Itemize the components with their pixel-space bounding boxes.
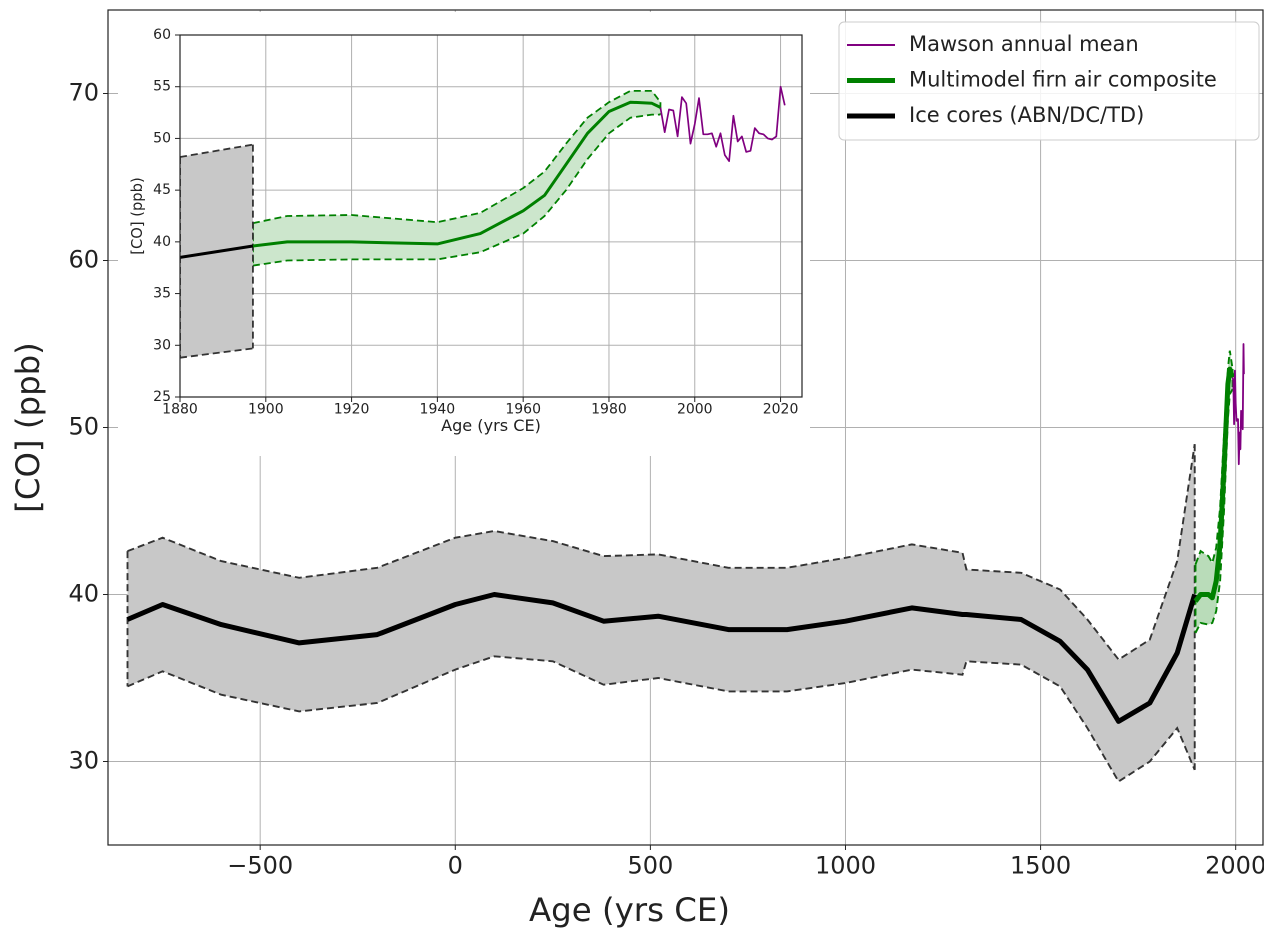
chart-panel: 1880 1900 1920 1940 1960 1980 2000 2020 25 30 35 40… (118, 12, 810, 456)
y-tick-label: 35 (153, 286, 171, 302)
series-line (126, 592, 1198, 724)
x-tick-label: 1980 (591, 402, 627, 418)
band-edge (180, 143, 254, 158)
plot-area (180, 85, 786, 359)
y-tick-label: 25 (153, 389, 171, 405)
legend-label: Ice cores (ABN/DC/TD) (909, 103, 1144, 127)
x-tick-label: 1900 (248, 402, 284, 418)
x-axis-title: Age (yrs CE) (441, 416, 541, 435)
y-axis-title: [CO] (ppb) (129, 177, 146, 254)
y-tick-label: 60 (153, 27, 171, 43)
y-tick-label: 40 (68, 580, 99, 608)
x-tick-label: 2000 (677, 402, 713, 418)
legend-box (838, 21, 1260, 141)
uncertainty-band (1195, 350, 1233, 633)
y-tick-label: 55 (153, 79, 171, 95)
x-tick-label: 2000 (1205, 852, 1264, 880)
y-tick-label: 50 (68, 413, 99, 441)
band-edge (1194, 350, 1234, 566)
series-line (252, 100, 662, 248)
series-line (1193, 366, 1235, 603)
legend-label: Mawson annual mean (909, 32, 1139, 56)
axes-frame (107, 9, 1264, 846)
series-line (1231, 343, 1245, 466)
y-tick-label: 60 (68, 246, 99, 274)
y-tick-label: 40 (153, 234, 171, 250)
band-edge (127, 444, 1196, 661)
band-edge (127, 655, 1196, 783)
series-line (659, 85, 786, 163)
y-axis-title: [CO] (ppb) (9, 342, 47, 513)
x-tick-label: 2020 (763, 402, 799, 418)
x-axis-title: Age (yrs CE) (529, 891, 730, 929)
y-tick-label: 45 (153, 182, 171, 198)
band-edge (180, 347, 254, 359)
x-tick-label: −500 (227, 852, 293, 880)
x-tick-label: 0 (448, 852, 463, 880)
x-tick-label: 1880 (162, 402, 198, 418)
y-tick-label: 50 (153, 130, 171, 146)
x-tick-label: 1920 (334, 402, 370, 418)
y-tick-label: 30 (68, 747, 99, 775)
x-tick-label: 500 (627, 852, 673, 880)
axes-frame (179, 34, 803, 398)
legend-label: Multimodel firn air composite (909, 68, 1217, 92)
x-tick-label: 1960 (505, 402, 541, 418)
x-tick-label: 1500 (1010, 852, 1071, 880)
uncertainty-band (252, 90, 661, 266)
x-tick-label: 1940 (420, 402, 456, 418)
x-tick-label: 1000 (815, 852, 876, 880)
band-edge (1194, 388, 1234, 634)
legend: Mawson annual mean Multimodel firn air co… (838, 21, 1260, 141)
y-tick-label: 70 (68, 79, 99, 107)
uncertainty-band (127, 444, 1195, 782)
band-edge (252, 90, 662, 225)
plot-area (126, 343, 1245, 783)
y-tick-label: 30 (153, 337, 171, 353)
band-edge (252, 113, 661, 267)
series-line (180, 244, 254, 259)
